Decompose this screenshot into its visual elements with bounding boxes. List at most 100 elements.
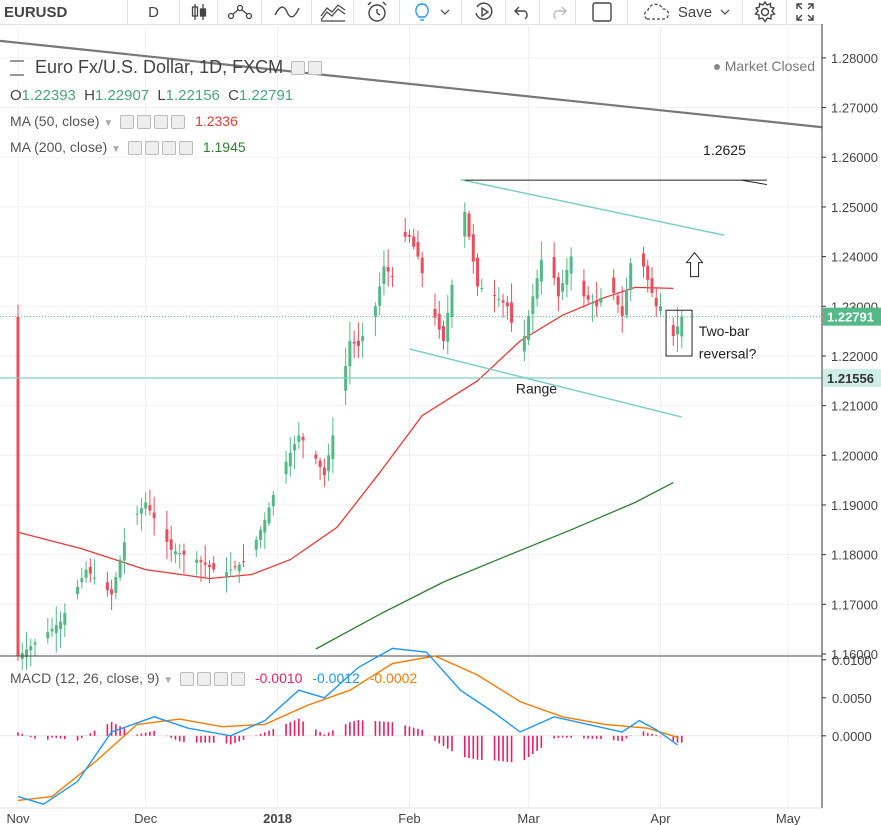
candle: [148, 489, 152, 516]
settings-button[interactable]: [743, 0, 787, 24]
candle-body: [84, 569, 88, 578]
candle: [676, 307, 680, 353]
candle: [254, 536, 258, 558]
chevron-down-icon[interactable]: ▼: [163, 675, 174, 686]
candle: [471, 223, 475, 274]
close-icon[interactable]: [171, 115, 186, 130]
ma200-legend[interactable]: MA (200, close) ▼ 1.1945: [10, 139, 246, 156]
fullscreen-layout-button[interactable]: [576, 0, 628, 24]
candle: [442, 320, 445, 350]
plus-icon[interactable]: [161, 141, 176, 156]
replay-button[interactable]: [462, 0, 506, 24]
candle-body: [348, 341, 352, 367]
candle: [552, 242, 556, 286]
candle-body: [93, 577, 97, 579]
plus-icon[interactable]: [214, 672, 229, 687]
ideas-button[interactable]: [400, 0, 462, 24]
candle: [144, 492, 148, 516]
candle-body: [16, 316, 20, 657]
candle-body: [114, 577, 118, 593]
ma50-legend[interactable]: MA (50, close) ▼ 1.2336: [10, 113, 238, 130]
candle: [403, 217, 407, 242]
compare-icon: [227, 4, 252, 20]
indicators-icon: [273, 6, 300, 18]
candle-body: [318, 460, 322, 467]
interval-button[interactable]: D: [128, 0, 180, 24]
ma200-label: MA (200, close): [10, 139, 108, 155]
open-label: O: [10, 87, 22, 104]
reversal-label-line2: reversal?: [699, 345, 757, 361]
eye-icon[interactable]: [180, 672, 195, 687]
candle-body: [229, 569, 233, 571]
candle: [271, 491, 275, 516]
candle: [301, 433, 305, 459]
candle: [382, 250, 386, 296]
candle: [88, 558, 92, 583]
candle: [565, 257, 569, 298]
candle-body: [33, 642, 37, 645]
status-dot-icon: [713, 64, 720, 71]
candle: [493, 279, 497, 313]
undo-button[interactable]: [506, 0, 540, 24]
candle: [259, 526, 263, 549]
candle-body: [148, 505, 152, 511]
symbol-search-button[interactable]: EURUSD: [0, 0, 128, 24]
candles-icon: [191, 4, 206, 20]
eye-icon[interactable]: [120, 115, 135, 130]
plus-icon[interactable]: [154, 115, 169, 130]
candle: [510, 283, 514, 332]
lightbulb-icon: [414, 3, 449, 21]
price-chart[interactable]: 1.2625 Range Two-bar reversal? 1.28000 1.270…: [0, 24, 881, 825]
candle: [122, 527, 126, 575]
chart-style-button[interactable]: [180, 0, 218, 24]
eye-icon[interactable]: [127, 141, 142, 156]
candle: [522, 319, 526, 362]
candle: [84, 561, 88, 583]
compare-button[interactable]: [218, 0, 262, 24]
macd-signal-line: [17, 655, 678, 802]
low-value: 1.22156: [165, 87, 220, 104]
range-low-tag: [823, 369, 881, 388]
macd-legend[interactable]: MACD (12, 26, close, 9) ▼ -0.0010 -0.001…: [10, 670, 417, 687]
candle: [114, 572, 118, 600]
candle-body: [676, 326, 680, 335]
symbol-legend[interactable]: Euro Fx/U.S. Dollar, 1D, FXCM: [10, 57, 323, 78]
gear-icon[interactable]: [197, 672, 212, 687]
alert-button[interactable]: [354, 0, 400, 24]
eye-icon[interactable]: [291, 61, 306, 76]
close-label: C: [228, 87, 239, 104]
candle-body: [152, 512, 156, 519]
candle: [599, 287, 603, 307]
candle: [173, 543, 177, 564]
candle: [386, 249, 390, 287]
fullscreen-button[interactable]: [787, 0, 823, 24]
redo-button[interactable]: [540, 0, 576, 24]
chevron-down-icon[interactable]: ▼: [111, 144, 122, 155]
candle: [33, 638, 37, 656]
candle: [378, 272, 382, 316]
candle-body: [641, 253, 645, 267]
candle: [322, 458, 326, 488]
candle: [629, 258, 633, 301]
candle: [527, 310, 531, 346]
collapse-legend-icon[interactable]: [10, 60, 24, 77]
ma50-label: MA (50, close): [10, 113, 100, 129]
indicators-button[interactable]: [262, 0, 312, 24]
candle: [352, 330, 356, 359]
gear-icon[interactable]: [308, 61, 323, 76]
candle-body: [386, 267, 390, 272]
price-tick-label: 1.21000: [831, 399, 878, 414]
low-label: L: [157, 87, 166, 104]
chevron-down-icon[interactable]: ▼: [103, 118, 114, 129]
candle-body: [446, 312, 450, 342]
candle: [556, 272, 560, 312]
candle-body: [373, 306, 377, 317]
save-button[interactable]: Save: [628, 0, 743, 24]
ma200-value: 1.1945: [202, 139, 246, 155]
gear-icon[interactable]: [137, 115, 152, 130]
gear-icon[interactable]: [144, 141, 159, 156]
candle-body: [331, 435, 335, 460]
close-icon[interactable]: [231, 672, 246, 687]
templates-button[interactable]: [312, 0, 354, 24]
close-icon[interactable]: [178, 141, 193, 156]
